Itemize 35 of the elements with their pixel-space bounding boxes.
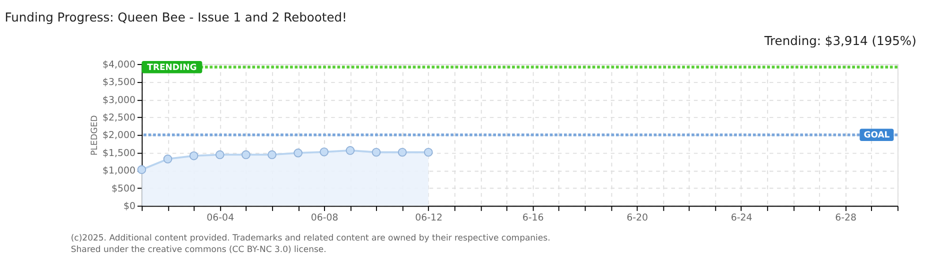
point [189,151,198,160]
y-axis-title: PLEDGED [90,114,100,156]
point [137,165,146,174]
chart-title: Funding Progress: Queen Bee - Issue 1 and 2 Rebooted! [4,10,347,25]
y-tick-label: $1,500 [102,148,136,159]
point [372,148,381,157]
ref-line-label: GOAL [864,130,890,141]
point [163,154,172,164]
x-tick-label: 06-12 [415,212,443,224]
point [424,148,433,157]
x-tick-label: 6-16 [522,212,544,224]
y-tick-label: $2,000 [102,130,136,142]
ref-line-label: TRENDING [147,62,197,73]
y-tick-label: $4,000 [102,59,136,70]
y-tick-label: $0 [124,201,136,212]
point [398,148,407,157]
x-tick-label: 06-08 [310,212,338,224]
x-tick-label: 6-20 [626,212,648,224]
x-tick-label: 6-28 [835,212,857,224]
y-tick-label: $500 [112,183,136,194]
chart-subtitle: Trending: $3,914 (195%) [763,34,916,48]
y-tick-label: $2,500 [102,112,136,124]
point [268,150,276,160]
point [320,147,329,156]
point [215,150,224,160]
point [346,146,355,155]
point [294,148,303,158]
x-tick-label: 06-04 [206,212,234,224]
point [242,150,250,160]
y-tick-label: $3,500 [102,77,136,88]
x-tick-label: 6-24 [730,212,752,224]
text: (c)2025. Additional content provided. Trademarks and related content are owned by their respective companies. [70,234,550,244]
y-tick-label: $1,000 [102,166,136,177]
y-tick-label: $3,000 [102,94,136,106]
text: Shared under the creative commons (CC BY-NC 3.0) license. [70,245,326,256]
